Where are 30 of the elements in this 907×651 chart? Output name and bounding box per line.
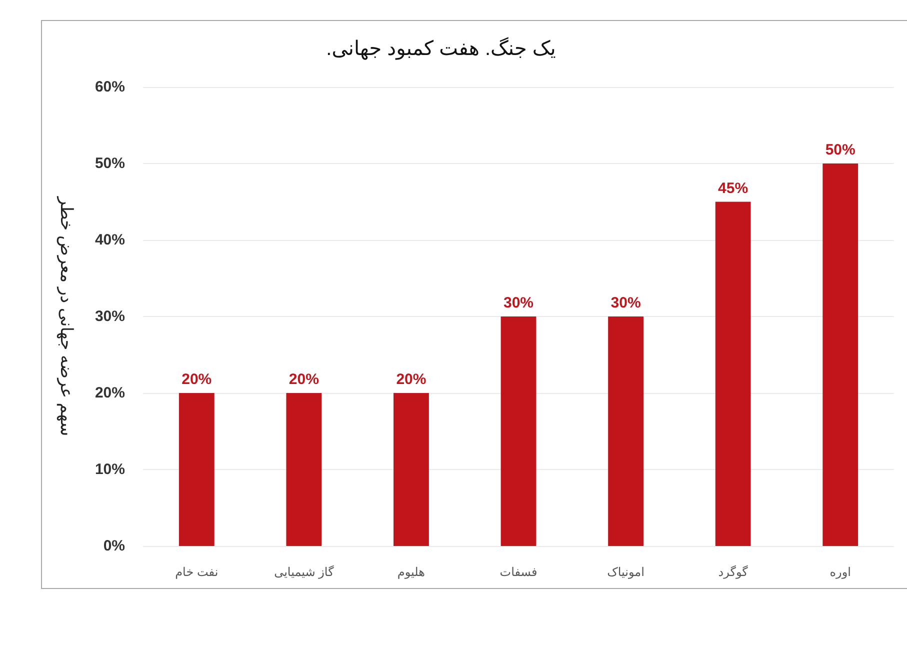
data-label: 20%: [182, 371, 212, 388]
data-label: 45%: [718, 180, 748, 197]
bar: [394, 393, 429, 546]
bar: [608, 316, 644, 546]
y-tick-label: 0%: [103, 538, 125, 554]
data-label: 30%: [610, 294, 641, 312]
bar: [715, 202, 751, 546]
y-axis-title: سهم عرضه جهانی در معرض خطر: [56, 196, 76, 436]
y-tick-label: 20%: [94, 384, 125, 402]
y-tick-label: 50%: [94, 155, 125, 172]
y-tick-label: 40%: [94, 232, 125, 248]
bar: [822, 164, 858, 546]
bar: [178, 393, 214, 546]
y-tick-label: 10%: [94, 461, 125, 478]
y-tick-label: 60%: [94, 78, 125, 96]
data-label: 30%: [503, 294, 534, 312]
x-tick-label: گاز شیمیایی: [274, 565, 334, 579]
data-label: 20%: [396, 371, 426, 388]
x-tick-label: نفت خام: [175, 565, 218, 579]
data-label: 50%: [825, 142, 856, 158]
chart-title: یک جنگ. هفت کمبود جهانی.: [325, 36, 557, 61]
bar: [286, 393, 322, 546]
x-tick-label: گوگرد: [718, 565, 748, 579]
x-tick-label: امونیاک: [607, 565, 644, 579]
x-tick-label: فسفات: [500, 565, 538, 579]
bar: [500, 316, 536, 546]
x-tick-label: اوره: [830, 565, 851, 579]
y-tick-label: 30%: [94, 308, 125, 325]
data-label: 20%: [288, 371, 319, 388]
x-tick-label: هلیوم: [397, 565, 425, 579]
